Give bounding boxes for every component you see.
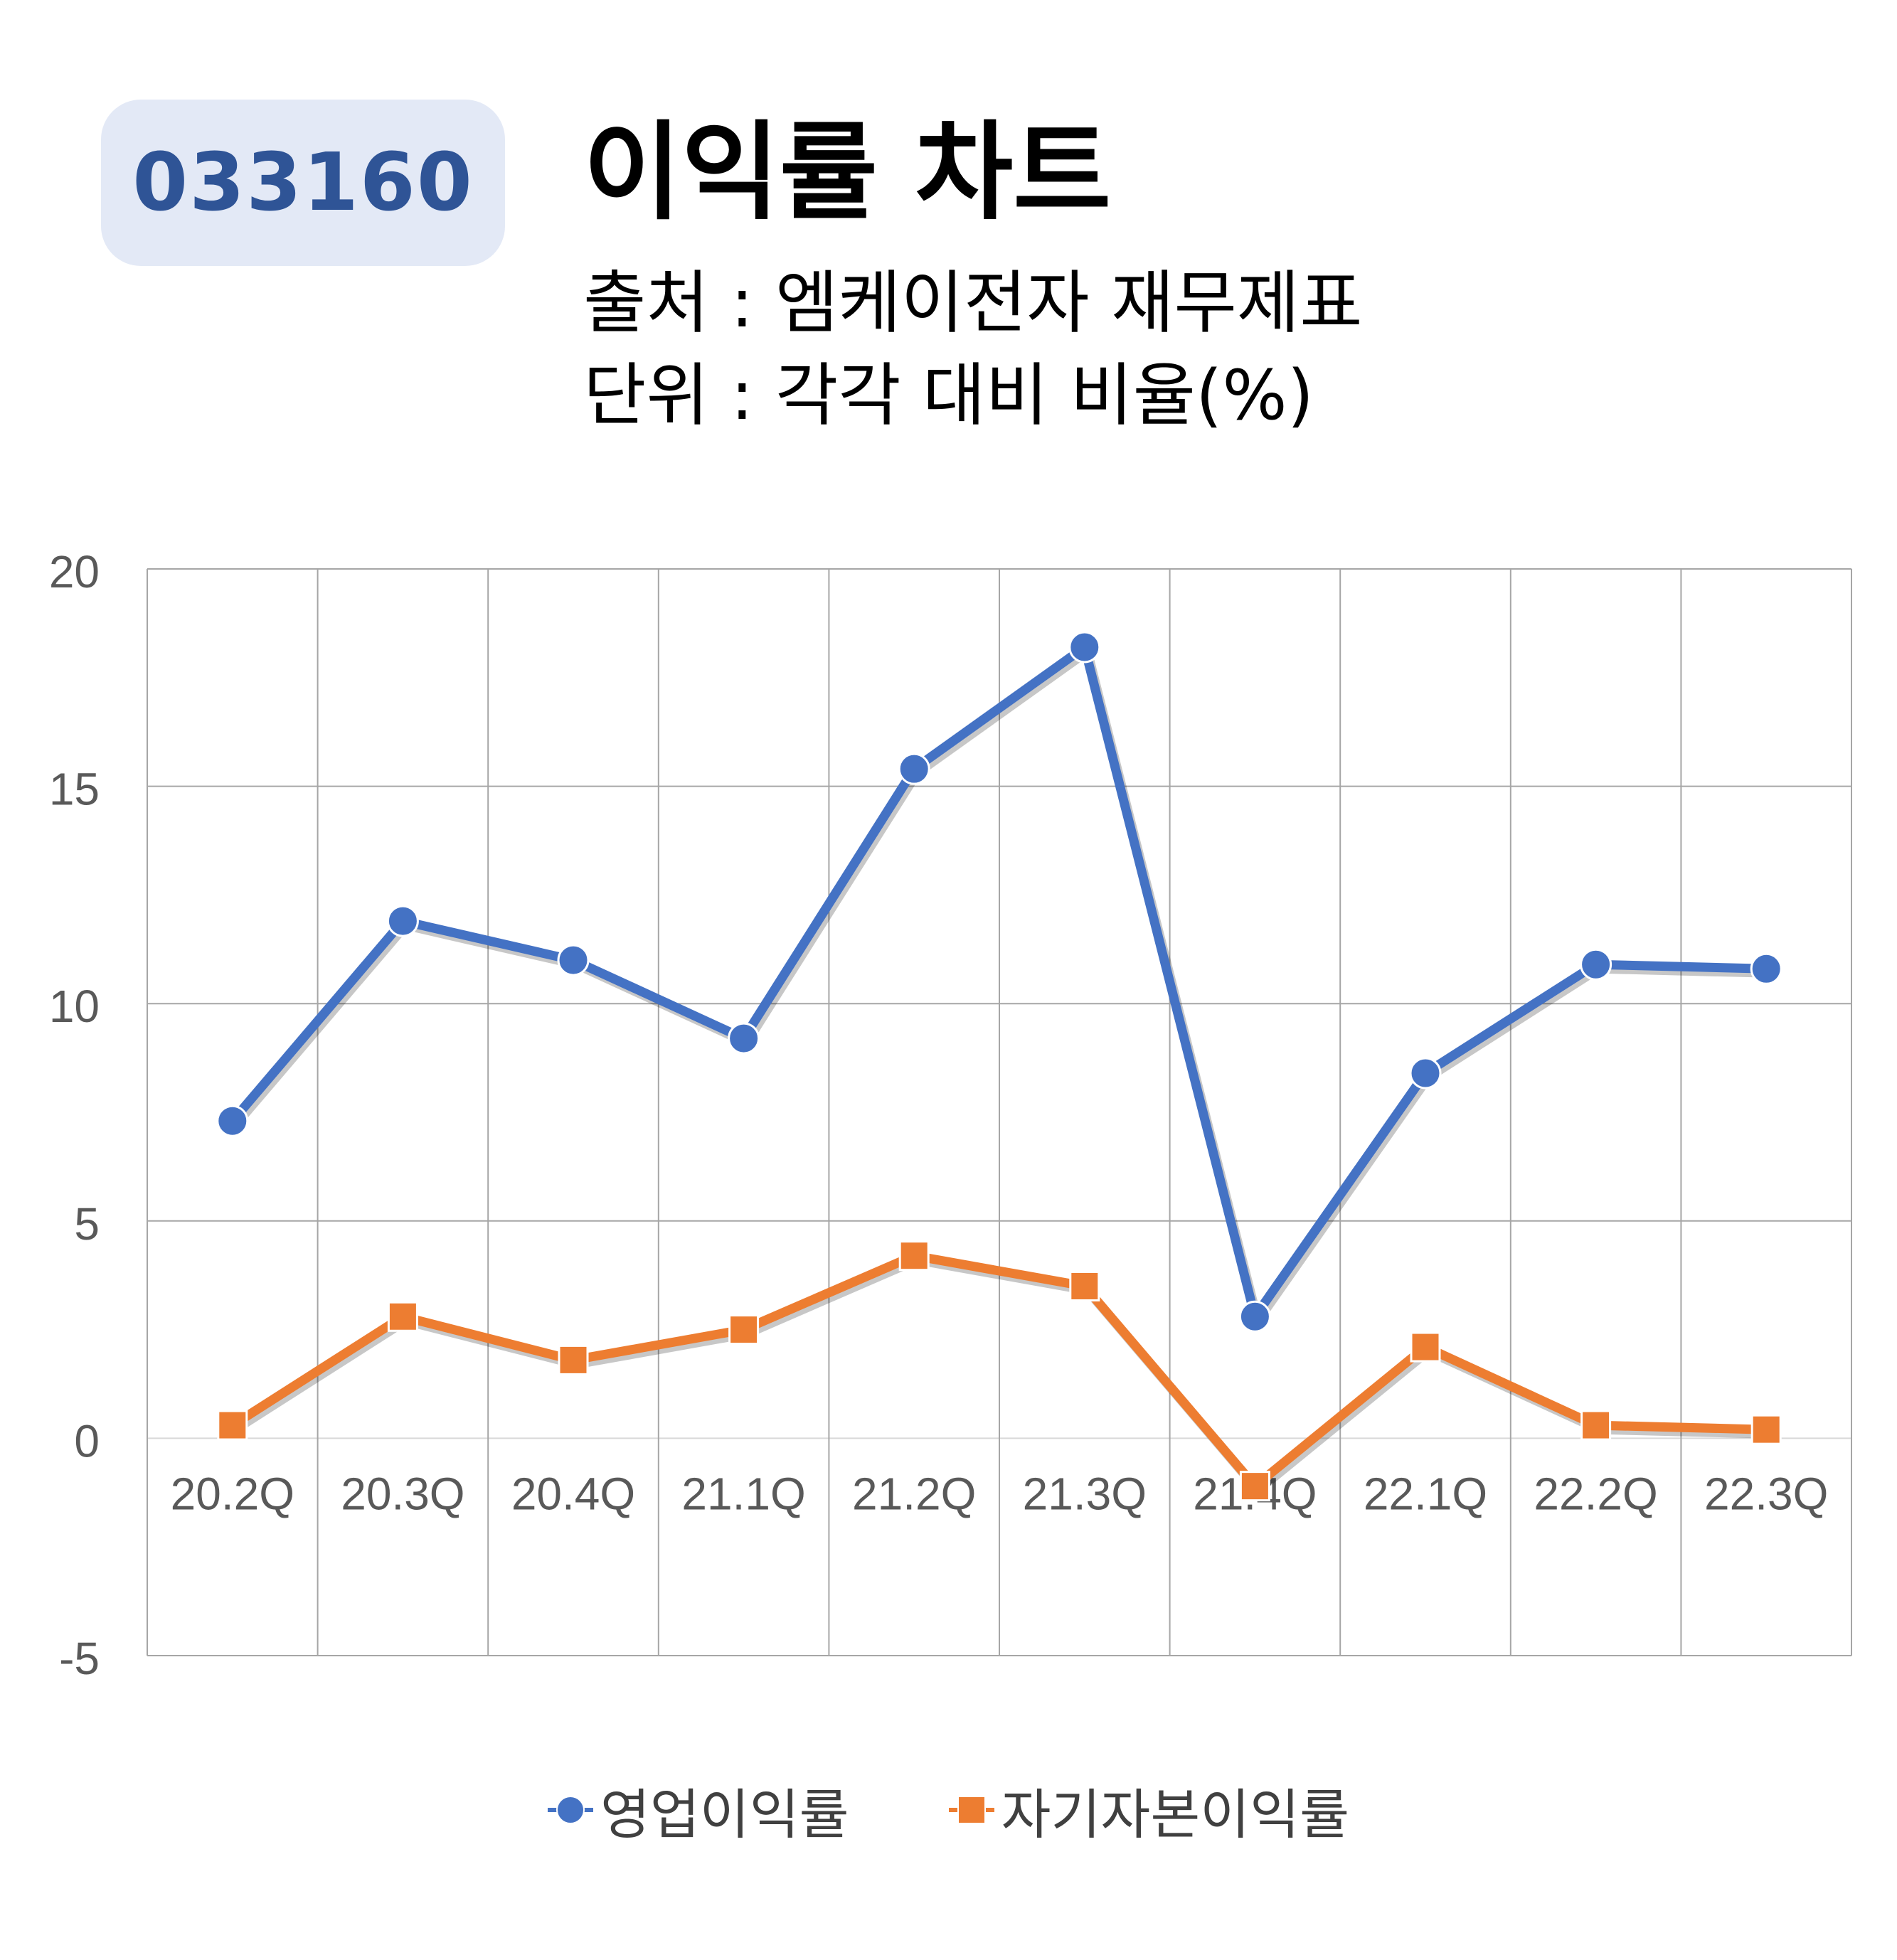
data-point-operating-margin — [1409, 1057, 1442, 1090]
data-point-roe — [1750, 1414, 1782, 1445]
data-point-operating-margin — [1750, 952, 1782, 985]
y-tick-label: -5 — [59, 1633, 100, 1684]
data-point-roe — [1239, 1471, 1270, 1502]
data-point-operating-margin — [1238, 1300, 1271, 1333]
stock-code: 033160 — [132, 137, 474, 229]
x-tick-label: 20.2Q — [171, 1468, 294, 1519]
legend-item-operating-margin: 영업이익률 — [547, 1771, 849, 1849]
data-point-roe — [728, 1314, 760, 1346]
source-line: 출처 : 엠케이전자 재무제표 — [583, 263, 1363, 343]
y-tick-label: 20 — [49, 546, 100, 597]
x-tick-label: 21.3Q — [1023, 1468, 1147, 1519]
legend-item-roe: 자기자본이익률 — [948, 1771, 1350, 1849]
data-point-roe — [1410, 1331, 1441, 1363]
y-tick-label: 10 — [49, 981, 100, 1032]
series-line-shadow — [233, 1255, 1770, 1496]
data-point-operating-margin — [216, 1104, 249, 1137]
series-line-operating-margin — [228, 642, 1767, 1321]
x-tick-label: 22.1Q — [1364, 1468, 1487, 1519]
stock-code-badge: 033160 — [101, 100, 505, 266]
page-title: 이익률 차트 — [583, 111, 1112, 235]
data-point-roe — [217, 1410, 248, 1441]
legend-circle-marker-icon — [547, 1787, 593, 1833]
data-point-operating-margin — [386, 905, 419, 937]
x-tick-label: 21.2Q — [852, 1468, 976, 1519]
x-tick-label: 21.1Q — [681, 1468, 805, 1519]
data-point-roe — [1069, 1270, 1100, 1301]
data-point-operating-margin — [898, 752, 930, 785]
data-point-operating-margin — [1580, 948, 1612, 981]
x-tick-label: 22.2Q — [1534, 1468, 1657, 1519]
data-point-operating-margin — [557, 944, 590, 976]
legend-square-marker-icon — [948, 1787, 994, 1833]
legend: 영업이익률 자기자본이익률 — [0, 1771, 1897, 1849]
y-tick-label: 5 — [74, 1198, 100, 1250]
y-tick-label: 0 — [74, 1415, 100, 1466]
y-tick-label: 15 — [49, 764, 100, 815]
data-point-roe — [387, 1301, 418, 1332]
data-point-roe — [898, 1240, 930, 1272]
legend-label: 자기자본이익률 — [1001, 1783, 1350, 1846]
data-point-roe — [1580, 1410, 1612, 1441]
data-point-roe — [558, 1344, 589, 1375]
legend-label: 영업이익률 — [600, 1783, 849, 1846]
data-point-operating-margin — [728, 1022, 760, 1055]
x-tick-label: 20.3Q — [341, 1468, 464, 1519]
x-tick-label: 22.3Q — [1704, 1468, 1828, 1519]
data-point-operating-margin — [1068, 631, 1101, 664]
series-line-roe — [230, 1251, 1767, 1491]
unit-line: 단위 : 각각 대비 비율(%) — [583, 356, 1314, 435]
x-tick-label: 20.4Q — [511, 1468, 635, 1519]
